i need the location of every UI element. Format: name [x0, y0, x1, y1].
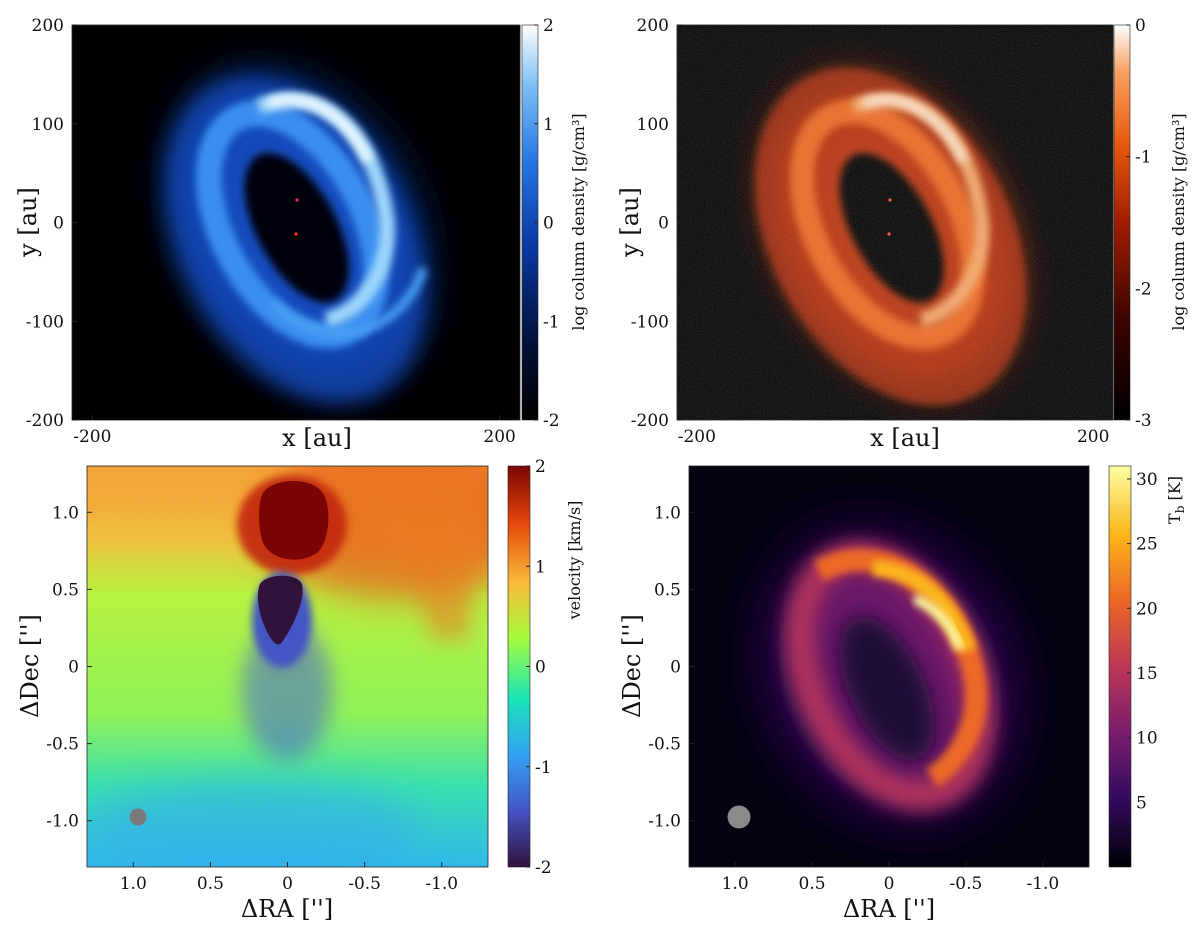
y-tick-label: 0: [658, 214, 669, 234]
x-tick-label: 0: [884, 874, 895, 894]
y-tick-label: 200: [32, 16, 64, 36]
colorbar-tick-label: 0: [1135, 16, 1146, 36]
x-tick-label: -1.0: [425, 874, 458, 894]
y-axis-label: y [au]: [616, 187, 644, 258]
beam-ellipse: [727, 805, 751, 829]
y-tick-label: -200: [631, 411, 669, 431]
colorbar-label: log column density [g/cm³]: [569, 113, 588, 330]
y-tick-label: 100: [32, 115, 64, 135]
y-tick-label: -0.5: [46, 735, 79, 755]
y-tick-label: 1.0: [52, 503, 79, 523]
sink-particle-marker: [887, 232, 891, 236]
colorbar-tick-label: 5: [1136, 793, 1147, 813]
colorbar-tick-label: 30: [1136, 470, 1158, 490]
x-tick-label: -0.5: [950, 874, 983, 894]
beam-ellipse: [129, 808, 147, 826]
image-hot-density: [677, 25, 1113, 420]
image-blue-density: [72, 25, 520, 420]
y-tick-label: 1.0: [654, 503, 681, 523]
sink-particle-marker: [295, 198, 299, 202]
y-tick-label: 200: [637, 16, 669, 36]
image-brightness-temperature: [689, 466, 1089, 867]
x-tick-label: 200: [1077, 427, 1109, 447]
colorbar-tick-label: 1: [535, 557, 546, 577]
x-tick-label: -200: [73, 427, 111, 447]
y-tick-label: -100: [631, 312, 669, 332]
y-tick-label: -0.5: [648, 735, 681, 755]
sink-particle-marker: [294, 232, 298, 236]
x-axis-label: x [au]: [870, 424, 940, 452]
colorbar-label: log column density [g/cm³]: [1169, 113, 1188, 330]
panel-top-right: 200 100 0 -100 -200 -200 200 0 -1 -2 -3 x [au] y…: [616, 16, 1188, 452]
colorbar-tick-label: 2: [535, 457, 546, 477]
colorbar-temperature: [1108, 465, 1132, 868]
x-tick-label: 200: [483, 427, 515, 447]
colorbar-tick-label: -1: [535, 758, 552, 778]
colorbar-label: velocity [km/s]: [565, 501, 584, 621]
y-tick-label: 0: [68, 658, 79, 678]
x-tick-label: 0.5: [197, 874, 224, 894]
colorbar-tick-label: -1: [543, 312, 560, 332]
panel-bottom-right: 1.0 0.5 0 -0.5 -1.0 1.0 0.5 0 -0.5 -1.0 30 25 20 15…: [618, 465, 1187, 923]
y-tick-label: -100: [26, 312, 64, 332]
colorbar-tick-label: 2: [543, 16, 554, 36]
x-tick-label: 0.5: [799, 874, 826, 894]
y-tick-label: -1.0: [46, 812, 79, 832]
y-tick-label: -1.0: [648, 812, 681, 832]
sink-particle-marker: [888, 198, 892, 202]
colorbar-tick-label: 0: [535, 658, 546, 678]
x-tick-label: -1.0: [1026, 874, 1059, 894]
colorbar-label: Tb [K]: [1165, 476, 1187, 524]
y-axis-label: y [au]: [14, 187, 42, 258]
y-axis-label: ΔDec ['']: [618, 614, 646, 718]
x-tick-label: 1.0: [120, 874, 147, 894]
image-velocity-map: [87, 466, 488, 867]
colorbar-tick-label: -3: [1135, 411, 1152, 431]
colorbar-tick-label: -1: [1135, 148, 1152, 168]
colorbar-tick-label: 25: [1136, 535, 1158, 555]
y-tick-label: 0: [670, 658, 681, 678]
colorbar-tick-label: -2: [543, 411, 560, 431]
x-axis-label: ΔRA ['']: [241, 895, 333, 923]
colorbar-hot: [1113, 24, 1131, 421]
x-tick-label: -0.5: [348, 874, 381, 894]
colorbar-tick-label: 0: [543, 214, 554, 234]
colorbar-tick-label: 10: [1136, 729, 1158, 749]
y-tick-label: 0.5: [654, 580, 681, 600]
colorbar-tick-label: 1: [543, 115, 554, 135]
colorbar-tick-label: 20: [1136, 599, 1158, 619]
x-axis-label: x [au]: [282, 424, 352, 452]
panel-top-left: 200 100 0 -100 -200 -200 200 2 1 0 -1 -2 x [au] y…: [14, 16, 588, 452]
y-tick-label: 100: [637, 115, 669, 135]
y-axis-label: ΔDec ['']: [16, 614, 44, 718]
panel-bottom-left: 1.00.50-0.5-1.0 1.0 0.5 0 -0.5 -1.0 210-1-2 …: [16, 457, 584, 923]
y-tick-label: -200: [26, 411, 64, 431]
colorbar-tick-label: -2: [535, 858, 552, 878]
y-tick-label: 0: [53, 214, 64, 234]
x-axis-label: ΔRA ['']: [843, 895, 935, 923]
colorbar-tick-label: 15: [1136, 664, 1158, 684]
colorbar-tick-label: -2: [1135, 279, 1152, 299]
y-tick-label: 0.5: [52, 580, 79, 600]
x-tick-label: 0: [282, 874, 293, 894]
x-tick-label: 1.0: [722, 874, 749, 894]
x-tick-label: -200: [678, 427, 716, 447]
